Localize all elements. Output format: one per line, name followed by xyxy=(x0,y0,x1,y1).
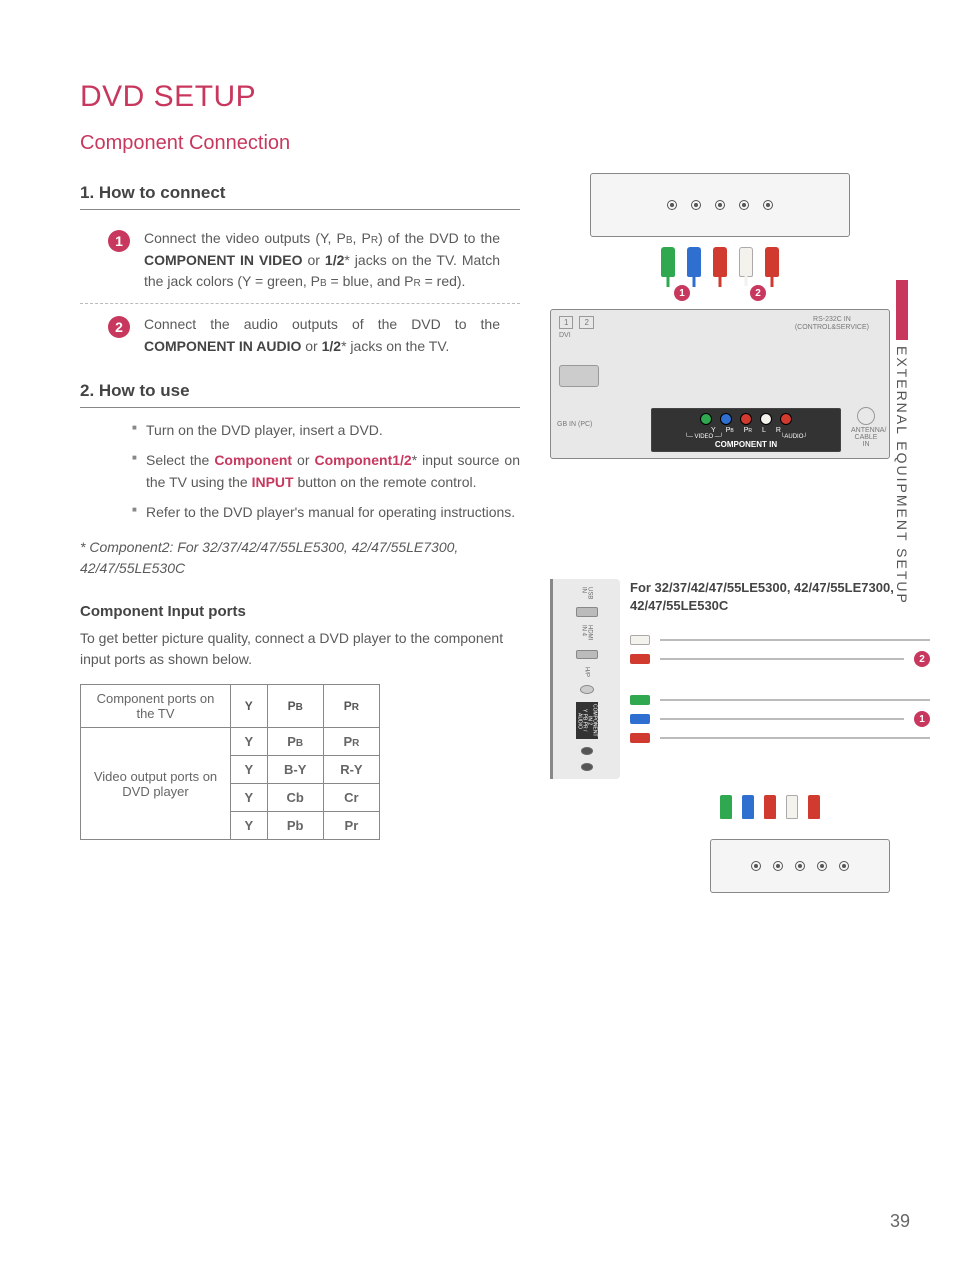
page-subtitle: Component Connection xyxy=(80,132,894,155)
how-to-use-list: Turn on the DVD player, insert a DVD. Se… xyxy=(80,416,520,523)
step-1-text: Connect the video outputs (Y, PB, PR) of… xyxy=(144,228,500,293)
tv-back-panel: 1 2 DVI RS-232C IN (CONTROL&SERVICE) GB … xyxy=(550,309,890,459)
diagram2-title: For 32/37/42/47/55LE5300, 42/47/55LE7300… xyxy=(630,579,930,615)
howuse-item-2: Select the Component or Component1/2* in… xyxy=(132,450,520,493)
section-how-to-use: 2. How to use xyxy=(80,381,520,408)
component-in-box: Y PB PR L R └─ VIDEO ─┘ └AUDIO┘ COMPONEN… xyxy=(651,408,841,452)
component-ports-table: Component ports on the TV Y PB PR Video … xyxy=(80,684,380,840)
footnote: * Component2: For 32/37/42/47/55LE5300, … xyxy=(80,537,520,579)
plugs-top xyxy=(550,247,890,277)
dvd-player-top xyxy=(590,173,850,237)
component-input-ports-desc: To get better picture quality, connect a… xyxy=(80,628,520,670)
section-how-to-connect: 1. How to connect xyxy=(80,183,520,210)
diagram-top: 1 2 1 2 DVI RS-232C IN (CONTROL&SERVICE)… xyxy=(550,173,890,459)
page-title: DVD SETUP xyxy=(80,80,894,114)
callout-2: 2 xyxy=(750,285,766,301)
callout-1: 1 xyxy=(674,285,690,301)
sidebar-tab-text: EXTERNAL EQUIPMENT SETUP xyxy=(894,346,910,605)
howuse-item-1: Turn on the DVD player, insert a DVD. xyxy=(132,420,520,442)
left-column: 1. How to connect 1 Connect the video ou… xyxy=(80,173,520,893)
component-input-ports-title: Component Input ports xyxy=(80,603,520,620)
table-row2-label: Video output ports on DVD player xyxy=(81,728,231,840)
sidebar-tab-cap xyxy=(896,280,908,340)
howuse-item-3: Refer to the DVD player's manual for ope… xyxy=(132,502,520,524)
step-1: 1 Connect the video outputs (Y, PB, PR) … xyxy=(80,218,520,304)
diagram-bottom: USB IN HDMI IN 4 H/P COMPONENT IN 2Y PB … xyxy=(550,579,930,893)
step-number-1: 1 xyxy=(108,230,130,252)
step-2-text: Connect the audio outputs of the DVD to … xyxy=(144,314,500,357)
table-header-y: Y xyxy=(231,685,268,728)
step-2: 2 Connect the audio outputs of the DVD t… xyxy=(80,304,520,367)
tv-side-panel: USB IN HDMI IN 4 H/P COMPONENT IN 2Y PB … xyxy=(550,579,620,779)
step-number-2: 2 xyxy=(108,316,130,338)
table-row1-label: Component ports on the TV xyxy=(81,685,231,728)
dvd-player-bottom xyxy=(710,839,890,893)
table-header-pb: PB xyxy=(267,685,323,728)
page-number: 39 xyxy=(890,1211,910,1232)
sidebar-tab: EXTERNAL EQUIPMENT SETUP xyxy=(890,280,914,620)
right-column: 1 2 1 2 DVI RS-232C IN (CONTROL&SERVICE)… xyxy=(550,173,910,893)
table-header-pr: PR xyxy=(323,685,379,728)
